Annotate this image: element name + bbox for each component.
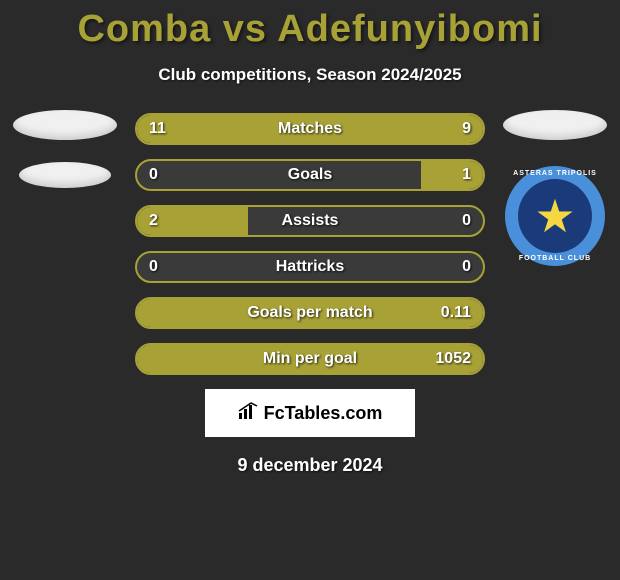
footer-brand-box: FcTables.com [205,389,415,437]
stat-value-right: 9 [462,115,471,143]
club-badge-asteras: ASTERAS TRIPOLIS ★ FOOTBALL CLUB [505,166,605,266]
stats-bars-container: 11Matches90Goals12Assists00Hattricks0Goa… [135,113,485,375]
stat-value-right: 0 [462,253,471,281]
stat-label: Assists [137,207,483,235]
stat-label: Matches [137,115,483,143]
chart-icon [238,402,258,425]
stat-bar: Goals per match0.11 [135,297,485,329]
stat-value-right: 0 [462,207,471,235]
stat-bar: 0Goals1 [135,159,485,191]
badge-ring-text-bottom: FOOTBALL CLUB [519,255,591,262]
left-player-badges [10,110,120,188]
right-player-badges: ASTERAS TRIPOLIS ★ FOOTBALL CLUB [500,110,610,266]
date-text: 9 december 2024 [0,455,620,476]
stat-bar: Min per goal1052 [135,343,485,375]
page-subtitle: Club competitions, Season 2024/2025 [0,65,620,85]
stat-label: Goals per match [137,299,483,327]
placeholder-ellipse-icon [503,110,607,140]
stat-value-right: 1052 [435,345,471,373]
stat-bar: 0Hattricks0 [135,251,485,283]
stat-value-right: 1 [462,161,471,189]
badge-ring-text-top: ASTERAS TRIPOLIS [513,170,597,177]
page-title: Comba vs Adefunyibomi [0,0,620,51]
stat-label: Goals [137,161,483,189]
placeholder-ellipse-icon [13,110,117,140]
stat-label: Hattricks [137,253,483,281]
stat-value-right: 0.11 [441,299,471,327]
stat-label: Min per goal [137,345,483,373]
stat-bar: 2Assists0 [135,205,485,237]
stat-bar: 11Matches9 [135,113,485,145]
placeholder-ellipse-icon [19,162,111,188]
star-icon: ★ [534,193,575,239]
footer-brand-text: FcTables.com [264,403,383,424]
club-badge-inner: ★ [518,179,592,253]
